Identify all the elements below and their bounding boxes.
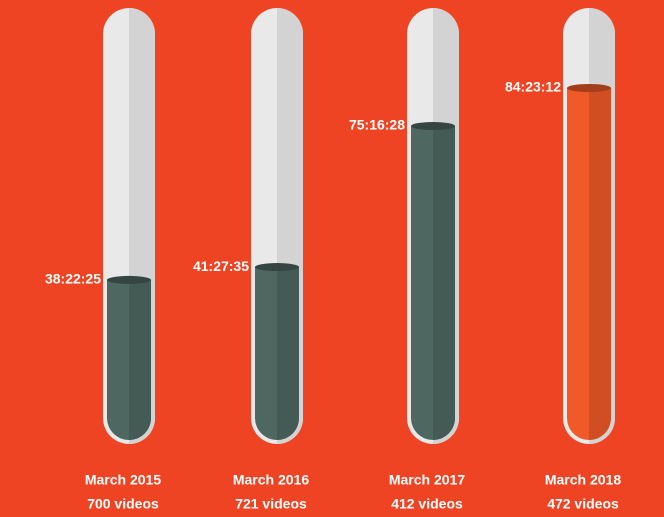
category-label: March 2017 <box>389 472 465 488</box>
category-label: March 2016 <box>233 472 309 488</box>
value-label: 38:22:25 <box>45 271 101 287</box>
count-label: 700 videos <box>87 496 159 512</box>
fill-surface <box>411 122 455 131</box>
count-label: 472 videos <box>547 496 619 512</box>
category-label: March 2015 <box>85 472 161 488</box>
fill-shade <box>277 267 299 440</box>
value-label: 75:16:28 <box>349 117 405 133</box>
fill-surface <box>255 263 299 272</box>
fill-shade <box>589 88 611 440</box>
category-label: March 2018 <box>545 472 621 488</box>
value-label: 41:27:35 <box>193 258 249 274</box>
count-label: 721 videos <box>235 496 307 512</box>
fill-surface <box>567 84 611 92</box>
value-label: 84:23:12 <box>505 79 561 95</box>
fill-shade <box>433 126 455 440</box>
count-label: 412 videos <box>391 496 463 512</box>
fill-shade <box>129 279 151 440</box>
fill-surface <box>107 275 151 284</box>
